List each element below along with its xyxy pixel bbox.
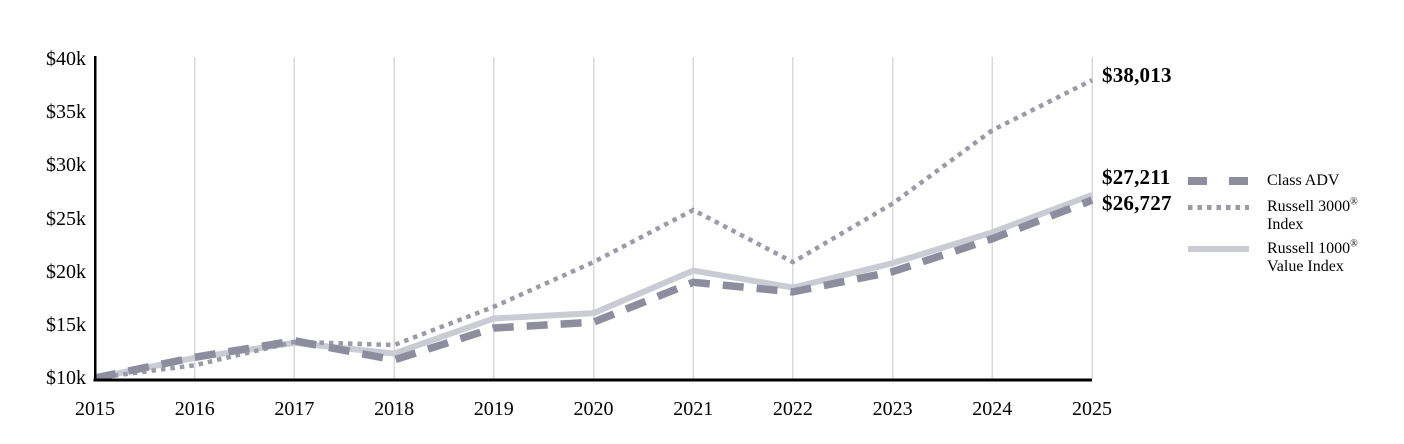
x-tick-label: 2015	[75, 398, 115, 420]
y-tick-label: $15k	[46, 313, 86, 336]
end-value-label-russell-3000: $38,013	[1102, 63, 1172, 87]
y-tick-label: $30k	[46, 154, 86, 177]
x-tick-label: 2025	[1072, 398, 1112, 420]
x-tick-label: 2021	[673, 398, 714, 420]
x-tick-label: 2019	[473, 398, 514, 420]
end-value-label-russell-1000-value: $27,211	[1102, 165, 1171, 189]
end-value-label-class-adv: $26,727	[1102, 191, 1172, 215]
x-tick-label: 2016	[174, 398, 215, 420]
series-line-class-adv	[94, 196, 1094, 382]
x-tick-label: 2024	[972, 398, 1013, 420]
y-tick-label: $20k	[46, 260, 86, 283]
y-tick-label: $35k	[46, 101, 86, 124]
y-tick-label: $40k	[46, 48, 86, 70]
x-tick-label: 2022	[772, 398, 813, 420]
x-tick-label: 2020	[573, 398, 614, 420]
y-tick-label: $10k	[46, 367, 86, 389]
x-tick-label: 2018	[374, 398, 415, 420]
x-tick-label: 2023	[872, 398, 913, 420]
y-tick-label: $25k	[46, 207, 86, 230]
series-line-russell-1000-value-index	[94, 192, 1094, 381]
x-tick-label: 2017	[274, 398, 315, 420]
